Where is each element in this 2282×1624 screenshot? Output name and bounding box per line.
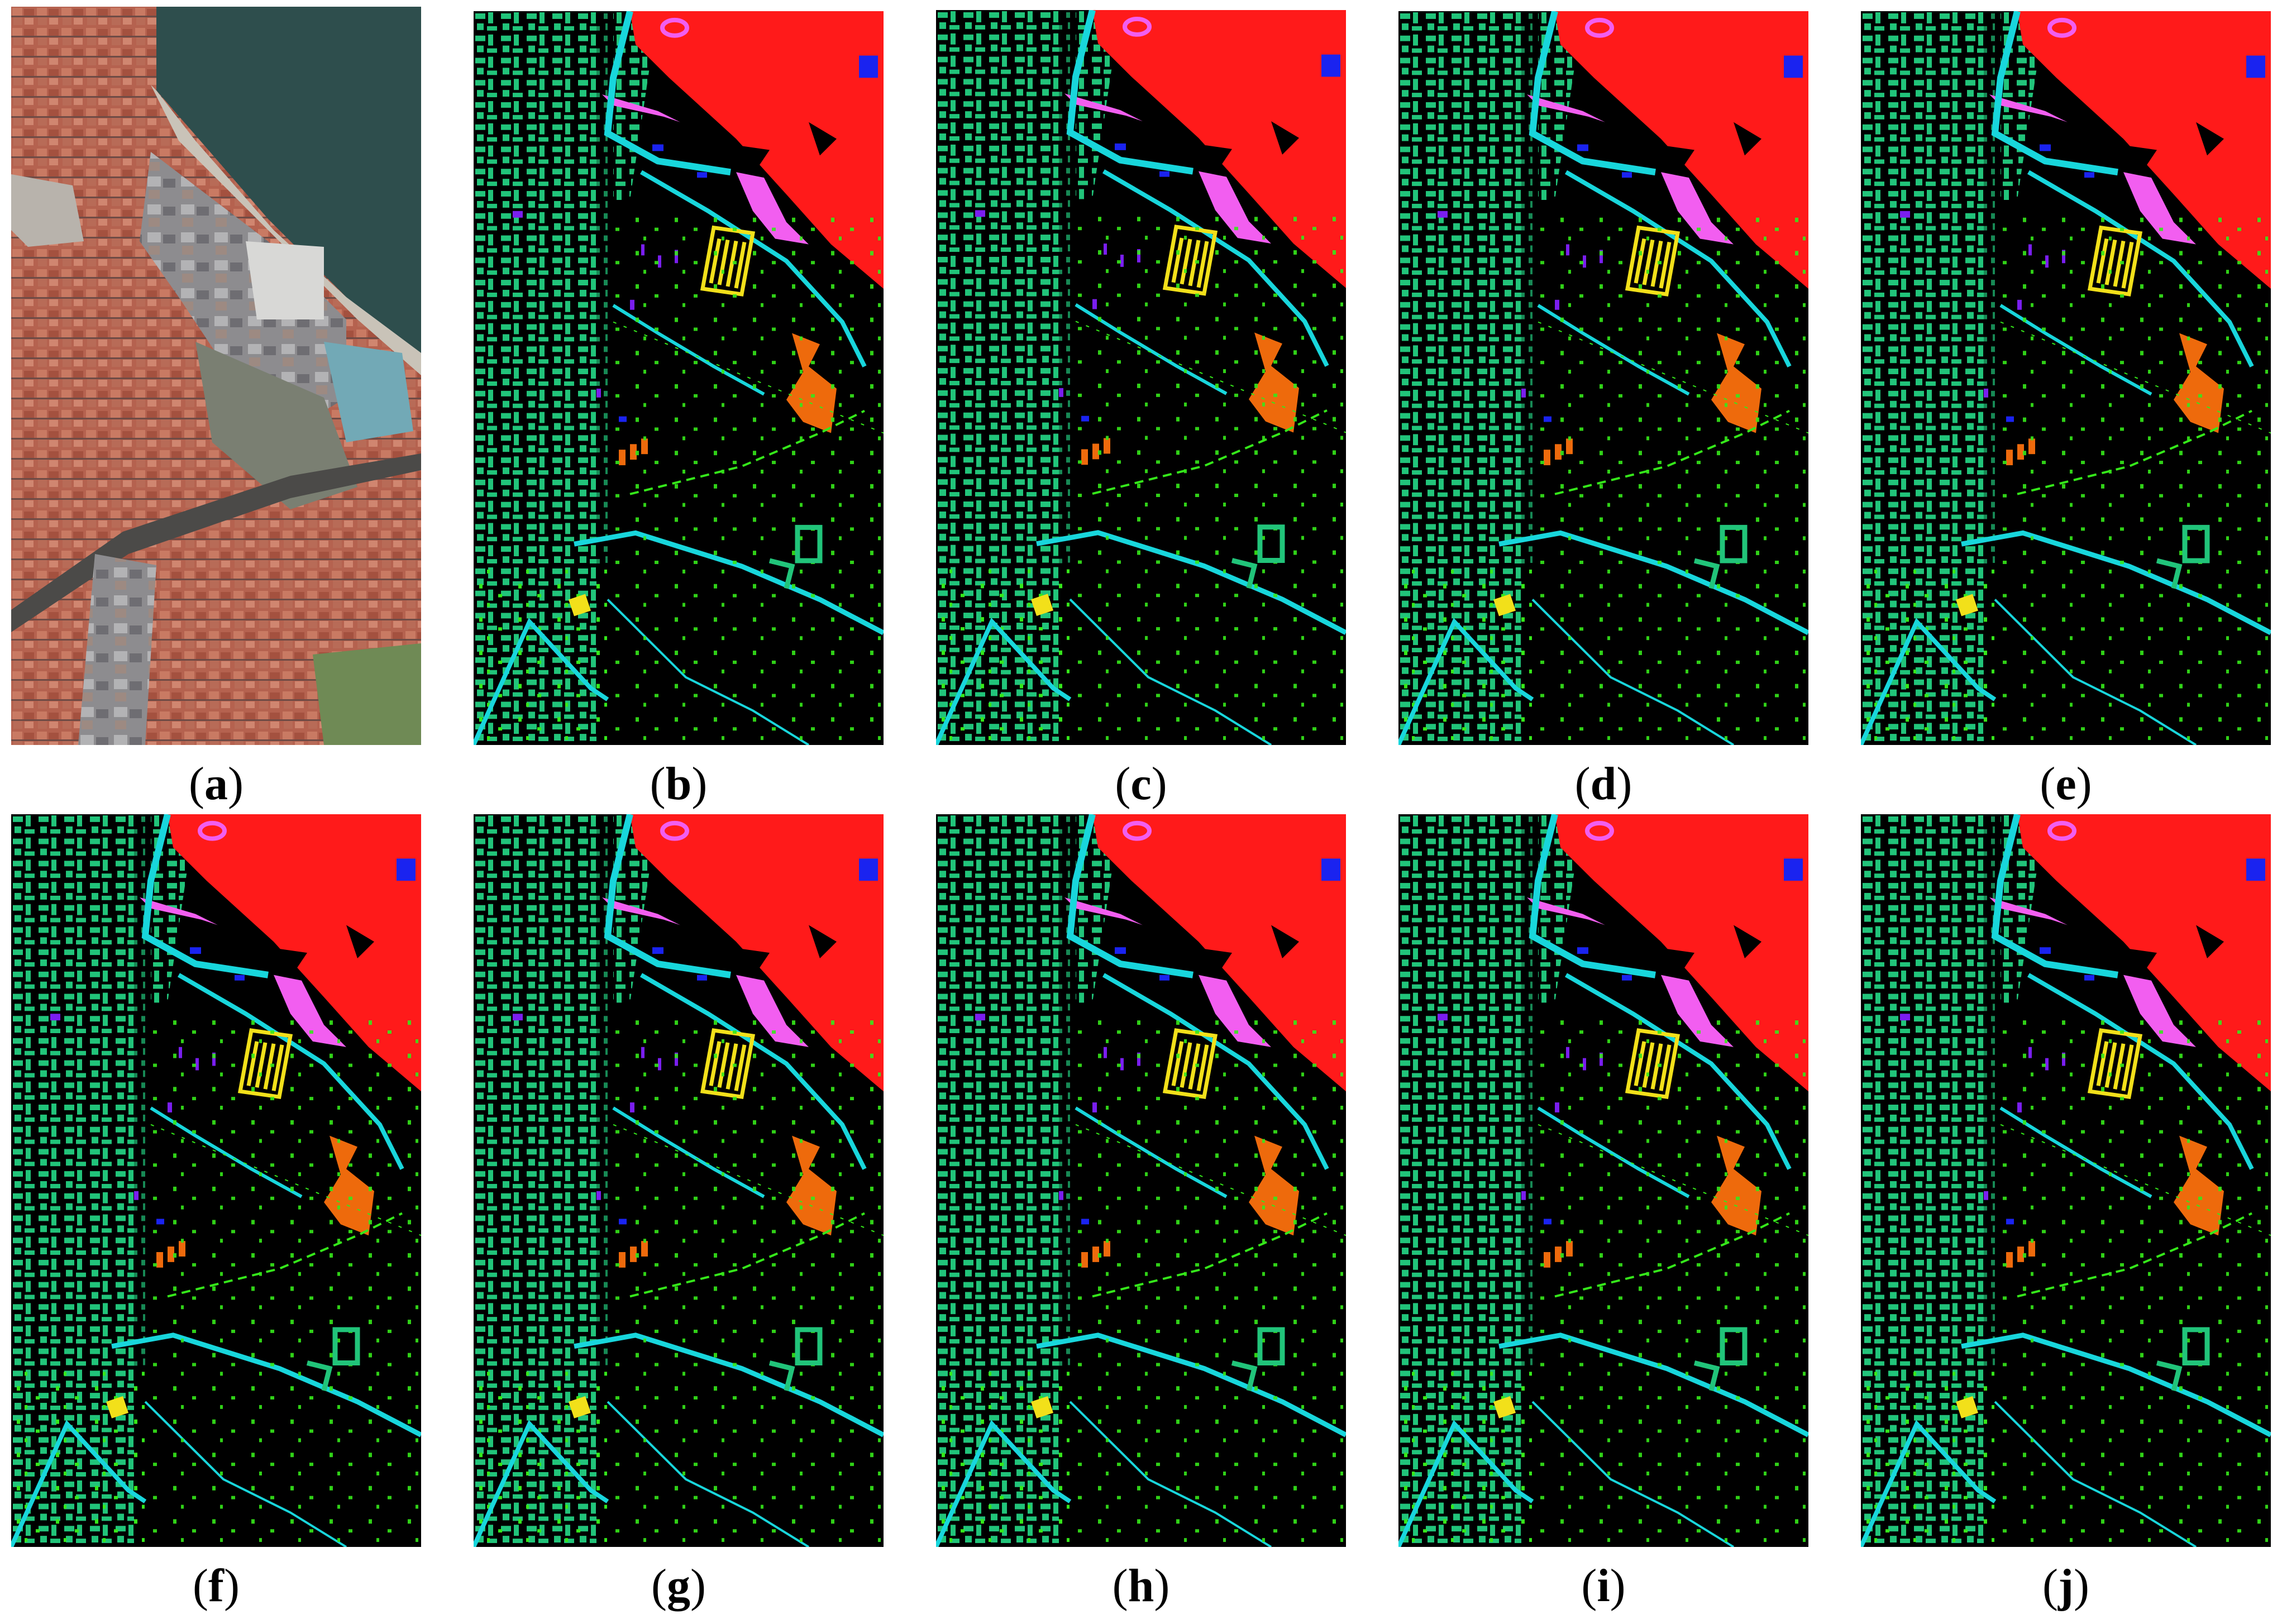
- caption-d: (d): [1574, 758, 1632, 810]
- panel-f-classification-map: [11, 814, 421, 1547]
- caption-j: (j): [2042, 1560, 2089, 1612]
- panel-i-classification-map: [1398, 814, 1808, 1547]
- caption-b: (b): [650, 758, 708, 810]
- classification-map-f: [11, 814, 421, 1547]
- classification-map-j: [1861, 814, 2271, 1547]
- panel-a-aerial-image: [11, 7, 421, 745]
- panel-e-classification-map: [1861, 11, 2271, 745]
- caption-c: (c): [1115, 758, 1167, 810]
- caption-e: (e): [2040, 758, 2092, 810]
- caption-i: (i): [1581, 1560, 1626, 1612]
- caption-h: (h): [1112, 1560, 1170, 1612]
- classification-map-c: [936, 10, 1346, 745]
- caption-a: (a): [189, 758, 244, 810]
- aerial-image: [11, 7, 421, 745]
- panel-g-classification-map: [474, 814, 884, 1547]
- classification-map-h: [936, 814, 1346, 1547]
- classification-map-d: [1398, 11, 1808, 745]
- classification-map-g: [474, 814, 884, 1547]
- panel-c-classification-map: [936, 10, 1346, 745]
- classification-map-e: [1861, 11, 2271, 745]
- panel-j-classification-map: [1861, 814, 2271, 1547]
- classification-map-b: [474, 11, 884, 745]
- caption-f: (f): [193, 1560, 240, 1612]
- caption-g: (g): [651, 1560, 706, 1612]
- classification-map-i: [1398, 814, 1808, 1547]
- panel-h-classification-map: [936, 814, 1346, 1547]
- panel-d-classification-map: [1398, 11, 1808, 745]
- panel-b-classification-map: [474, 11, 884, 745]
